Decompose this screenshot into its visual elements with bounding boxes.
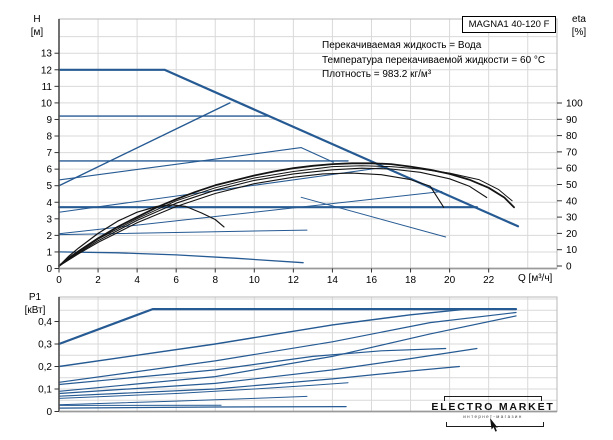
svg-text:4: 4 (46, 198, 52, 209)
svg-text:0: 0 (566, 262, 572, 273)
svg-text:20: 20 (444, 275, 456, 286)
svg-text:60: 60 (566, 164, 578, 175)
watermark-subtext: интернет-магазин (463, 414, 523, 419)
p1-9 (58, 395, 308, 406)
svg-text:2: 2 (95, 275, 101, 286)
mouse-cursor-icon (490, 418, 498, 432)
svg-text:9: 9 (46, 115, 52, 126)
svg-text:50: 50 (566, 180, 578, 191)
svg-text:2: 2 (46, 231, 52, 242)
svg-text:5: 5 (46, 181, 52, 192)
eta-curve-4 (58, 165, 513, 267)
svg-text:12: 12 (288, 275, 300, 286)
svg-text:11: 11 (42, 82, 53, 93)
p1-6 (58, 347, 478, 395)
svg-text:90: 90 (566, 115, 578, 126)
svg-text:0: 0 (46, 407, 52, 418)
h-axis-unit: [м] (30, 27, 44, 38)
bottom-chart: 0 0,1 0,2 0,3 0,4 (38, 296, 558, 418)
svg-text:0,2: 0,2 (38, 362, 52, 373)
svg-text:1: 1 (46, 247, 52, 258)
svg-text:10: 10 (566, 245, 578, 256)
min-speed-curve (58, 251, 304, 264)
svg-text:8: 8 (46, 132, 52, 143)
top-chart: 0123456789101112130102030405060708090100… (41, 18, 583, 286)
svg-text:12: 12 (41, 65, 53, 76)
svg-text:13: 13 (41, 49, 53, 60)
svg-text:0: 0 (46, 264, 52, 275)
max-speed-curve (58, 68, 520, 228)
svg-text:40: 40 (566, 196, 578, 207)
svg-text:7: 7 (46, 148, 52, 159)
p1-axis-title: P1 [кВт] (14, 291, 56, 317)
p1-8 (58, 382, 349, 399)
eta-curve-max (58, 162, 515, 267)
prop-press-2 (58, 147, 334, 181)
svg-text:0,1: 0,1 (38, 385, 52, 396)
svg-text:30: 30 (566, 213, 578, 224)
eta-curve-min (58, 204, 225, 267)
p1-axis-unit: [кВт] (24, 305, 46, 316)
svg-text:6: 6 (46, 165, 52, 176)
svg-text:8: 8 (212, 275, 218, 286)
svg-text:70: 70 (566, 147, 578, 158)
svg-text:100: 100 (566, 99, 583, 110)
eta-curve-2 (58, 167, 488, 267)
curve-series (58, 308, 518, 409)
svg-text:14: 14 (327, 275, 339, 286)
svg-text:20: 20 (566, 229, 578, 240)
p1-10 (58, 406, 347, 409)
electro-market-watermark: ELECTRO MARKET интернет-магазин (424, 392, 562, 434)
svg-text:4: 4 (134, 275, 140, 286)
svg-text:3: 3 (46, 214, 52, 225)
eta-axis-title: eta [%] (564, 13, 594, 39)
eta-curve-3 (58, 172, 445, 267)
svg-text:16: 16 (366, 275, 378, 286)
const-press-2-1 (58, 229, 308, 236)
watermark-frame-top (444, 396, 542, 401)
p1-2 (58, 308, 468, 368)
p1-max (58, 308, 518, 346)
svg-text:80: 80 (566, 131, 578, 142)
tick-labels: 0123456789101112130102030405060708090100… (41, 49, 583, 286)
gridlines (59, 19, 557, 269)
q-axis-title: Q [м³/ч] (518, 273, 553, 284)
svg-text:0,4: 0,4 (38, 317, 52, 328)
fluid-annotations: Перекачиваемая жидкость = Вода Температу… (322, 39, 545, 83)
p1-3 (58, 311, 517, 383)
svg-text:0: 0 (56, 275, 62, 286)
speed-curve-low (300, 196, 447, 238)
pump-model-title: MAGNA1 40-120 F (462, 16, 556, 33)
annotation-fluid: Перекачиваемая жидкость = Вода (322, 40, 482, 51)
p1-axis-symbol: P1 (28, 292, 42, 303)
prop-press-3 (58, 167, 384, 213)
svg-text:22: 22 (483, 275, 495, 286)
annotation-density: Плотность = 983.2 кг/м³ (322, 69, 432, 80)
svg-text:18: 18 (405, 275, 417, 286)
svg-text:6: 6 (173, 275, 179, 286)
prop-press-1 (58, 102, 231, 187)
curve-series (58, 68, 520, 267)
svg-text:0,3: 0,3 (38, 340, 52, 351)
h-axis-symbol: H (33, 14, 41, 25)
h-axis-title: H [м] (22, 13, 52, 39)
eta-axis-unit: [%] (571, 27, 587, 38)
annotation-temperature: Температура перекачиваемой жидкости = 60… (322, 54, 546, 66)
p1-5 (58, 315, 517, 392)
svg-text:10: 10 (249, 275, 261, 286)
p1-4 (58, 347, 447, 386)
watermark-brand-text: ELECTRO MARKET (431, 401, 555, 413)
tick-labels: 0 0,1 0,2 0,3 0,4 (38, 317, 59, 418)
svg-text:10: 10 (41, 98, 53, 109)
eta-axis-symbol: eta (572, 14, 586, 25)
p1-7 (58, 365, 460, 397)
